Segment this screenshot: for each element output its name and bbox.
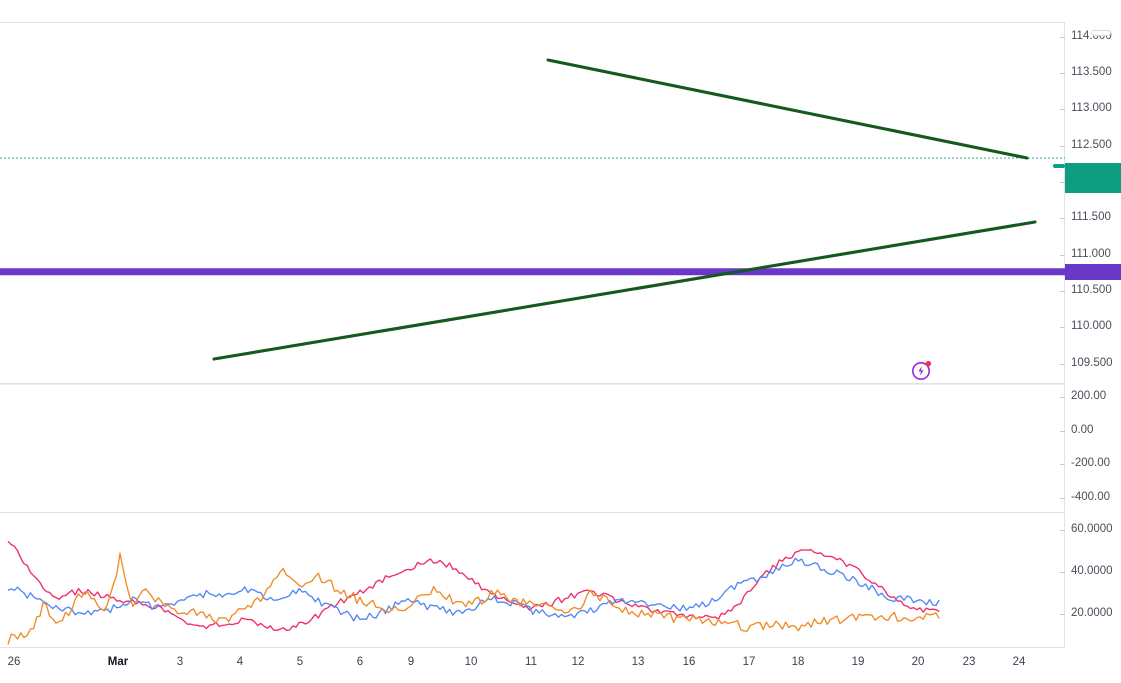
adx-line (7, 540, 940, 631)
price-axis-dash (1060, 363, 1065, 365)
price-axis-dash (1060, 218, 1065, 220)
dmi-pane (0, 513, 1065, 648)
pane-divider-bottom (0, 647, 1121, 648)
price-axis-tick: 111.000 (1071, 247, 1111, 260)
dmi-axis-dash (1060, 614, 1065, 616)
cci-axis-tick: 200.00 (1071, 390, 1107, 403)
time-axis-tick: 18 (791, 656, 805, 668)
cci-axis-tick: -200.00 (1071, 457, 1111, 470)
cci-plot (0, 384, 1065, 385)
horizontal-line-price-tag (1065, 264, 1121, 280)
time-axis-tick: 24 (1012, 656, 1026, 668)
price-plot (0, 22, 1065, 382)
price-axis-dash (1060, 327, 1065, 329)
flash-alert-icon[interactable] (911, 359, 933, 381)
cci-axis-dash (1060, 464, 1065, 466)
price-axis-tick: 111.500 (1071, 211, 1111, 224)
dmi-axis-tick: 20.0000 (1071, 607, 1113, 620)
time-axis-tick: Mar (107, 656, 129, 668)
price-axis-tick: 113.000 (1071, 102, 1112, 115)
price-axis-dash (1060, 145, 1065, 147)
price-axis-dash (1060, 109, 1065, 111)
time-axis-tick: 6 (356, 656, 364, 668)
time-axis-tick: 17 (742, 656, 756, 668)
pane-divider-top (0, 22, 1121, 23)
last-price-tag (1065, 163, 1121, 193)
time-axis-tick: 9 (407, 656, 415, 668)
time-axis-tick: 16 (682, 656, 696, 668)
time-axis-tick: 12 (571, 656, 585, 668)
currency-badge[interactable] (1091, 30, 1111, 36)
cci-axis-dash (1060, 497, 1065, 499)
price-axis-tick: 110.500 (1071, 284, 1112, 297)
cci-axis-dash (1060, 430, 1065, 432)
dmi-axis-tick: 40.0000 (1071, 565, 1113, 578)
price-legend[interactable] (22, 33, 72, 47)
dmi-series (7, 540, 940, 645)
dmi-axis-dash (1060, 529, 1065, 531)
cci-band (0, 384, 1065, 385)
pane-divider-price-cci (0, 383, 1121, 384)
time-axis-tick: 19 (851, 656, 865, 668)
price-axis-tick: 110.000 (1071, 320, 1112, 333)
cci-axis-tick: 0.00 (1071, 423, 1094, 436)
dmi-legend[interactable] (18, 519, 38, 533)
di-plus-line (7, 557, 940, 622)
time-axis-tick: 4 (236, 656, 244, 668)
dmi-plot (7, 540, 940, 645)
time-axis-tick: 20 (911, 656, 925, 668)
price-axis-dash (1060, 36, 1065, 38)
price-axis-tick: 113.500 (1071, 65, 1112, 78)
price-axis[interactable]: 114.000113.500113.000112.500112.000111.5… (1060, 22, 1121, 648)
time-axis-tick: 26 (7, 656, 21, 668)
price-pane (0, 22, 1065, 382)
price-axis-dash (1060, 254, 1065, 256)
time-axis[interactable]: 26 Mar 3 4 5 6 9 10 11 12 13 16 17 18 19 20 23 24 (0, 648, 1121, 683)
time-axis-tick: 3 (176, 656, 184, 668)
cci-axis-tick: -400.00 (1071, 490, 1111, 503)
price-axis-tick: 112.500 (1071, 138, 1112, 151)
di-minus-line (7, 552, 940, 645)
price-axis-tick: 109.500 (1071, 356, 1113, 369)
time-axis-tick: 13 (631, 656, 645, 668)
time-axis-tick: 11 (525, 656, 537, 668)
pane-divider-cci-dmi (0, 512, 1121, 513)
dmi-axis-dash (1060, 572, 1065, 574)
cci-legend[interactable] (18, 389, 28, 403)
time-axis-tick: 10 (464, 656, 478, 668)
cci-axis-dash (1060, 397, 1065, 399)
dmi-axis-tick: 60.0000 (1071, 522, 1113, 535)
price-axis-dash (1060, 291, 1065, 293)
price-axis-dash (1060, 72, 1065, 74)
time-axis-tick: 5 (296, 656, 304, 668)
price-axis-dash (1060, 182, 1065, 183)
time-axis-tick: 23 (962, 656, 976, 668)
cci-pane (0, 384, 1065, 511)
symbol-badge (1053, 164, 1065, 168)
